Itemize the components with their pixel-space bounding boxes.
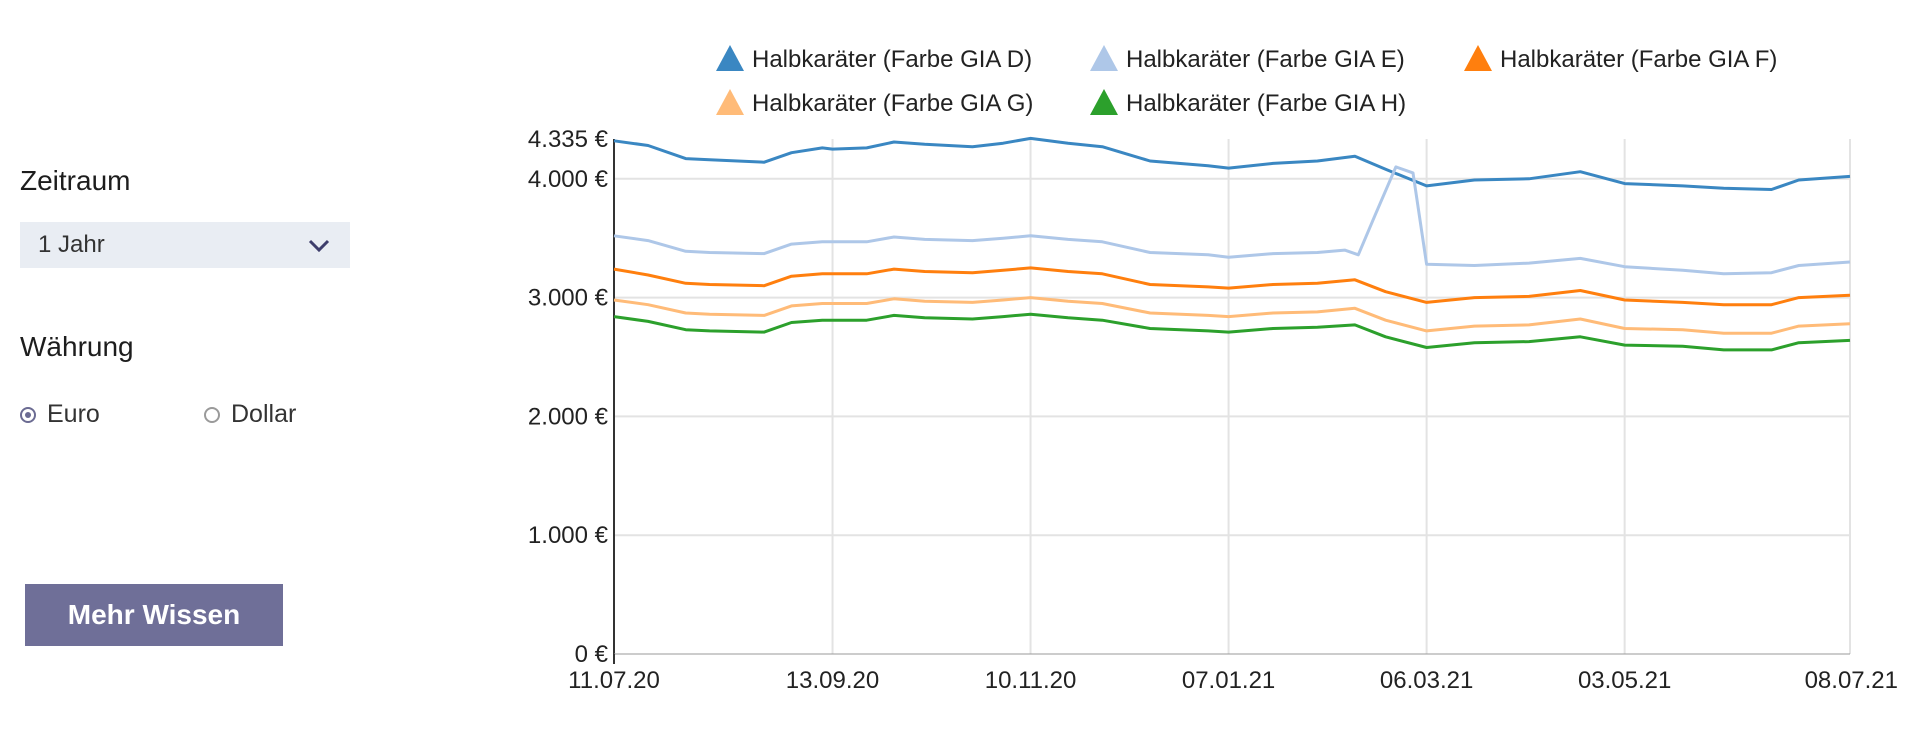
- series-line: [613, 136, 1851, 191]
- y-tick-label: 0 €: [575, 641, 609, 668]
- x-tick-label: 06.03.21: [1380, 667, 1473, 694]
- legend-label: Halbkaräter (Farbe GIA E): [1126, 46, 1405, 73]
- currency-radio-dollar[interactable]: Dollar: [204, 400, 296, 429]
- chevron-down-icon: [308, 239, 330, 253]
- x-tick-label: 10.11.20: [985, 667, 1077, 694]
- period-select-value: 1 Jahr: [38, 231, 105, 258]
- x-tick-label: 03.05.21: [1578, 667, 1671, 694]
- period-label: Zeitraum: [20, 165, 131, 196]
- y-tick-label: 3.000 €: [528, 285, 609, 312]
- legend-triangle-icon: [1090, 45, 1118, 71]
- y-tick-label: 2.000 €: [528, 403, 609, 430]
- more-info-button[interactable]: Mehr Wissen: [25, 584, 283, 646]
- controls-panel: Zeitraum 1 Jahr Währung Euro Dollar Mehr…: [0, 0, 380, 740]
- currency-radio-euro[interactable]: Euro: [20, 400, 100, 429]
- legend-label: Halbkaräter (Farbe GIA H): [1126, 90, 1406, 117]
- currency-label: Währung: [20, 331, 134, 362]
- radio-checked-icon: [20, 406, 36, 423]
- currency-option-label: Dollar: [231, 400, 297, 428]
- series-line: [613, 312, 1851, 352]
- x-tick-label: 13.09.20: [786, 667, 879, 694]
- legend-label: Halbkaräter (Farbe GIA G): [752, 90, 1033, 117]
- legend-label: Halbkaräter (Farbe GIA F): [1500, 46, 1777, 73]
- series-line: [613, 296, 1851, 335]
- legend-triangle-icon: [716, 45, 744, 71]
- legend-triangle-icon: [716, 89, 744, 115]
- period-select[interactable]: 1 Jahr: [20, 222, 350, 268]
- currency-option-label: Euro: [47, 400, 100, 428]
- series-line: [613, 165, 1851, 276]
- radio-unchecked-icon: [204, 406, 220, 423]
- series-line: [613, 266, 1851, 307]
- x-tick-label: 08.07.21: [1805, 667, 1898, 694]
- legend-triangle-icon: [1464, 45, 1492, 71]
- legend-label: Halbkaräter (Farbe GIA D): [752, 46, 1032, 73]
- y-tick-label: 4.000 €: [528, 166, 609, 193]
- legend-triangle-icon: [1090, 89, 1118, 115]
- x-tick-label: 07.01.21: [1182, 667, 1275, 694]
- x-tick-label: 11.07.20: [568, 667, 660, 694]
- y-tick-label: 1.000 €: [528, 522, 609, 549]
- y-tick-label: 4.335 €: [528, 126, 609, 153]
